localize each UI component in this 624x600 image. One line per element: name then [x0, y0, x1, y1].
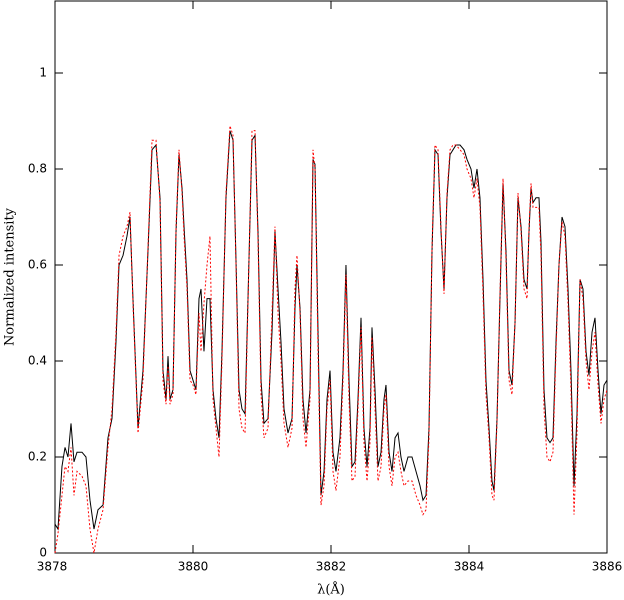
x-axis-label: λ(Å) — [317, 582, 345, 598]
x-tick-label: 3880 — [178, 560, 209, 574]
spectrum-line — [54, 125, 608, 554]
y-axis-label: Normalized intensity — [3, 207, 18, 346]
y-tick-label: 0.4 — [28, 354, 47, 368]
y-tick-label: 0.8 — [28, 162, 47, 176]
y-tick-label: 0 — [39, 546, 47, 560]
x-tick-label: 3884 — [454, 560, 485, 574]
y-tick-label: 1 — [39, 66, 47, 80]
x-tick-label: 3882 — [316, 560, 347, 574]
y-tick-label: 0.2 — [28, 450, 47, 464]
spectrum-line — [54, 130, 608, 531]
x-tick-label: 3886 — [592, 560, 623, 574]
x-tick-label: 3878 — [37, 560, 68, 574]
y-tick-label: 0.6 — [28, 258, 47, 272]
